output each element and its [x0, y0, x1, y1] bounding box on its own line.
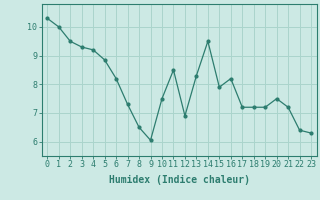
X-axis label: Humidex (Indice chaleur): Humidex (Indice chaleur): [109, 175, 250, 185]
